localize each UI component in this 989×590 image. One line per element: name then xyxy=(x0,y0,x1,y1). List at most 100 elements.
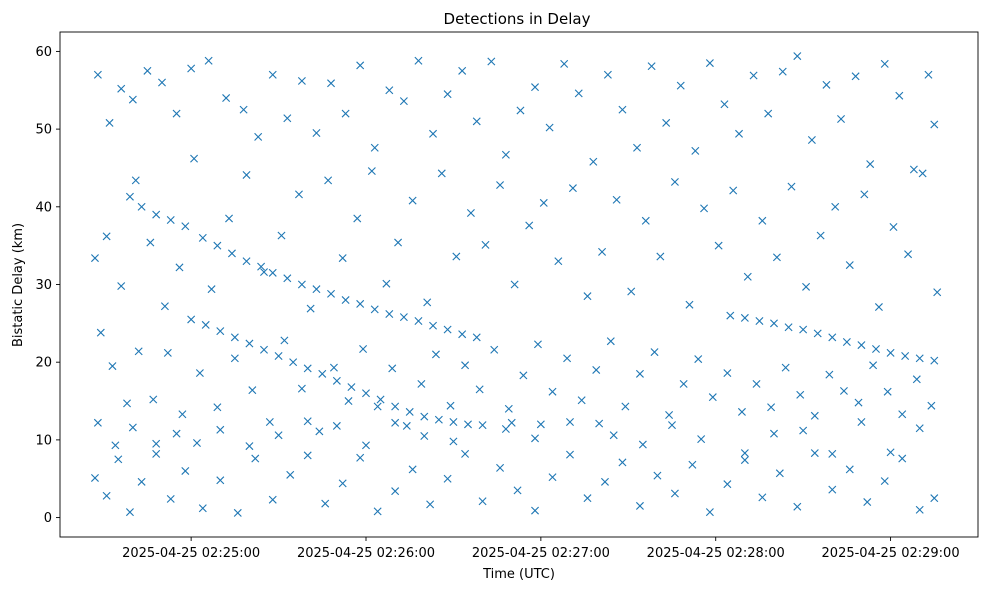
data-point xyxy=(446,401,455,410)
x-tick-label: 2025-04-25 02:25:00 xyxy=(122,546,260,561)
data-point xyxy=(816,231,825,240)
data-point xyxy=(297,384,306,393)
data-point xyxy=(303,451,312,460)
data-point xyxy=(423,298,432,307)
data-point xyxy=(222,94,231,103)
y-tick-label: 30 xyxy=(35,278,52,293)
data-point xyxy=(825,370,834,379)
data-point xyxy=(670,489,679,498)
data-point xyxy=(283,274,292,283)
data-point xyxy=(195,369,204,378)
data-point xyxy=(668,421,676,430)
data-point xyxy=(268,70,277,79)
data-point xyxy=(475,385,484,394)
data-point xyxy=(650,348,659,357)
data-point xyxy=(443,474,452,483)
data-point xyxy=(417,379,426,388)
x-tick-label: 2025-04-25 02:26:00 xyxy=(297,546,435,561)
data-point xyxy=(181,222,190,231)
data-point xyxy=(93,418,102,427)
data-point xyxy=(190,154,199,163)
data-point xyxy=(740,449,749,458)
data-point xyxy=(478,497,487,506)
data-point xyxy=(869,361,878,370)
data-point xyxy=(385,310,394,319)
data-point xyxy=(166,216,175,225)
data-point xyxy=(536,420,545,429)
data-point xyxy=(633,143,642,152)
data-point xyxy=(930,494,939,503)
y-tick-label: 0 xyxy=(44,511,52,526)
data-point xyxy=(510,280,519,289)
data-point xyxy=(915,354,924,363)
data-point xyxy=(700,204,709,213)
data-point xyxy=(618,105,627,114)
data-point xyxy=(408,465,417,474)
data-point xyxy=(860,190,869,199)
data-point xyxy=(685,300,694,309)
data-point xyxy=(501,150,510,159)
data-point xyxy=(880,59,889,68)
data-point xyxy=(566,450,574,459)
data-point xyxy=(609,431,618,440)
data-point xyxy=(268,268,277,277)
data-point xyxy=(248,386,257,395)
data-point xyxy=(297,280,306,289)
data-point xyxy=(904,250,913,259)
data-point xyxy=(723,369,732,378)
data-point xyxy=(598,247,607,256)
data-point xyxy=(525,221,534,230)
data-point xyxy=(478,421,487,430)
data-point xyxy=(356,453,365,462)
data-point xyxy=(828,449,837,458)
data-point xyxy=(338,254,347,263)
data-point xyxy=(507,418,516,427)
data-point xyxy=(831,202,840,211)
data-point xyxy=(274,431,283,440)
data-point xyxy=(160,302,169,311)
data-point xyxy=(443,325,452,334)
data-point xyxy=(901,351,910,360)
data-point xyxy=(213,241,222,250)
data-point xyxy=(324,176,333,185)
data-point xyxy=(373,402,382,411)
data-point xyxy=(152,449,161,458)
data-point xyxy=(356,299,365,308)
data-point xyxy=(531,83,540,92)
data-point xyxy=(519,371,528,380)
data-point xyxy=(714,241,723,250)
data-point xyxy=(758,493,767,502)
data-point xyxy=(886,448,895,457)
data-point xyxy=(767,403,776,412)
data-point xyxy=(472,333,481,342)
data-point xyxy=(230,333,239,342)
data-point xyxy=(839,386,848,395)
data-point xyxy=(225,214,234,223)
data-point xyxy=(466,209,475,218)
y-tick-label: 40 xyxy=(35,200,52,215)
data-point xyxy=(539,198,548,207)
data-point xyxy=(137,477,146,486)
data-point xyxy=(851,72,860,81)
data-point xyxy=(857,418,866,427)
data-point xyxy=(201,320,210,329)
data-point xyxy=(187,315,196,324)
data-point xyxy=(872,344,880,353)
data-point xyxy=(362,389,370,398)
data-point xyxy=(420,412,429,421)
data-point xyxy=(837,115,846,124)
data-point xyxy=(204,56,213,65)
data-point xyxy=(134,347,143,356)
data-point xyxy=(149,395,158,404)
data-point xyxy=(274,351,283,360)
y-tick-label: 50 xyxy=(35,123,52,138)
data-point xyxy=(338,479,347,488)
data-point xyxy=(854,398,863,407)
y-axis-label: Bistatic Delay (km) xyxy=(11,223,26,347)
data-point xyxy=(163,348,172,357)
data-point xyxy=(548,473,557,482)
data-point xyxy=(813,329,822,338)
data-point xyxy=(554,257,563,266)
data-point xyxy=(359,344,368,353)
